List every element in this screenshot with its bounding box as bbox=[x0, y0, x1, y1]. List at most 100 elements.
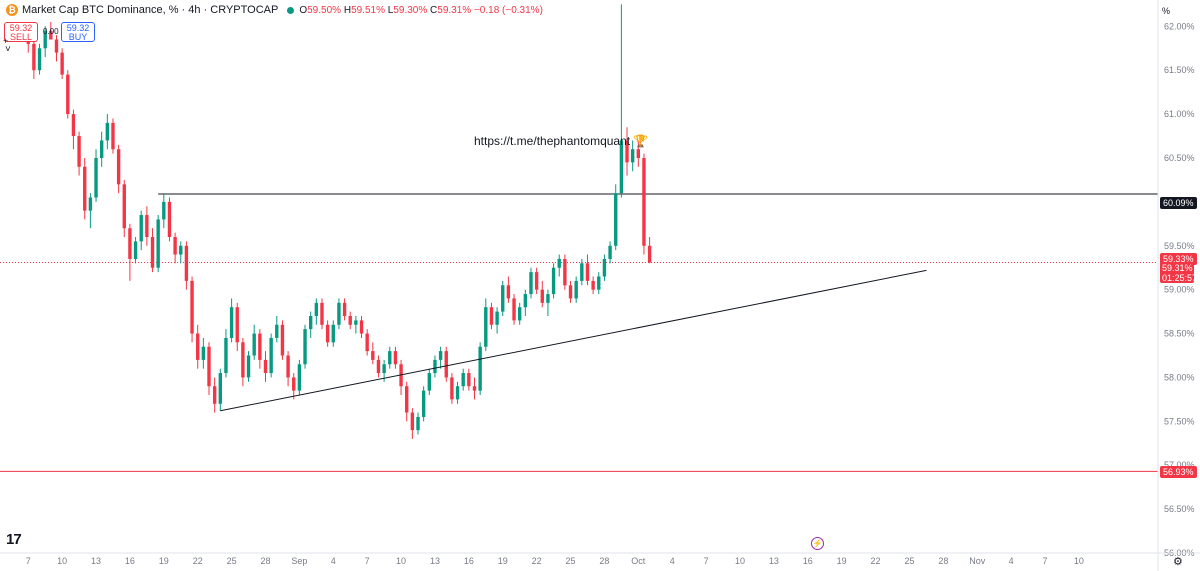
candle-body bbox=[625, 140, 629, 163]
chevron-down-icon[interactable]: ˅ bbox=[5, 44, 11, 55]
y-tick-label: 56.50% bbox=[1164, 504, 1195, 514]
x-tick-label: Sep bbox=[291, 556, 307, 566]
ohlc-values: O59.50% H59.51% L59.30% C59.31% −0.18 (−… bbox=[299, 5, 543, 16]
bitcoin-icon: ₿ bbox=[6, 4, 18, 16]
candle-body bbox=[71, 114, 76, 137]
candle-body bbox=[376, 359, 381, 374]
candle-body bbox=[597, 276, 601, 290]
candle-body bbox=[342, 302, 347, 316]
close-value: 59.31% bbox=[437, 4, 472, 16]
x-tick-label: 19 bbox=[159, 556, 169, 566]
tradingview-logo-icon[interactable]: 17 bbox=[6, 531, 22, 548]
x-tick-label: 7 bbox=[26, 556, 31, 566]
candle-body bbox=[614, 193, 618, 246]
candle-body bbox=[77, 136, 81, 167]
candle-body bbox=[207, 346, 211, 387]
candle-body bbox=[167, 201, 172, 237]
plus-icon[interactable]: + bbox=[3, 36, 9, 46]
y-tick-label: 58.50% bbox=[1164, 329, 1195, 339]
symbol-title[interactable]: Market Cap BTC Dominance, % · 4h · CRYPT… bbox=[22, 4, 279, 16]
candle-body bbox=[501, 285, 505, 312]
x-tick-label: 25 bbox=[904, 556, 914, 566]
x-tick-label: 4 bbox=[331, 556, 336, 566]
candle-body bbox=[303, 329, 307, 365]
x-tick-label: Oct bbox=[631, 556, 646, 566]
ascending-trend-line bbox=[220, 269, 927, 412]
candle-body bbox=[60, 52, 64, 75]
candle-body bbox=[212, 386, 217, 404]
y-tick-label: 61.00% bbox=[1164, 109, 1195, 119]
candle-body bbox=[506, 285, 511, 299]
candle-body bbox=[275, 324, 279, 338]
support-price-label: 56.93% bbox=[1160, 466, 1197, 478]
settings-icon[interactable]: ⚙ bbox=[1173, 556, 1183, 568]
candle-body bbox=[574, 280, 578, 299]
x-tick-label: 10 bbox=[735, 556, 745, 566]
candle-body bbox=[642, 158, 646, 246]
candle-body bbox=[116, 149, 121, 185]
candle-body bbox=[156, 219, 160, 268]
candle-body bbox=[54, 39, 59, 53]
candle-body bbox=[444, 351, 448, 378]
candle-body bbox=[608, 245, 612, 259]
candle-body bbox=[382, 364, 386, 374]
candle-body bbox=[523, 294, 528, 308]
candle-body bbox=[88, 197, 93, 211]
axis-unit-label[interactable]: % bbox=[1162, 6, 1171, 16]
candle-body bbox=[433, 359, 437, 374]
candle-body bbox=[489, 307, 494, 325]
low-value: 59.30% bbox=[393, 4, 428, 16]
buy-price: 59.32 bbox=[66, 23, 90, 33]
chart-annotation-text[interactable]: https://t.me/thephantomquant 🏆 bbox=[474, 134, 649, 148]
candle-body bbox=[122, 184, 126, 229]
candle-body bbox=[292, 377, 296, 391]
candle-body bbox=[405, 386, 409, 413]
high-value: 59.51% bbox=[351, 4, 385, 16]
x-tick-label: 10 bbox=[1074, 556, 1084, 566]
market-status-dot-icon bbox=[287, 6, 295, 14]
x-tick-label: 22 bbox=[532, 556, 542, 566]
candle-body bbox=[286, 355, 290, 378]
candle-body bbox=[568, 285, 573, 299]
candle-body bbox=[410, 412, 415, 431]
x-tick-label: 22 bbox=[193, 556, 203, 566]
candle-body bbox=[529, 272, 533, 295]
buy-button[interactable]: 59.32 BUY bbox=[61, 22, 95, 42]
y-tick-label: 60.50% bbox=[1164, 153, 1195, 163]
lightning-icon[interactable]: ⚡ bbox=[811, 537, 824, 550]
price-axis[interactable]: 62.00%61.50%61.00%60.50%60.00%59.50%59.0… bbox=[1157, 0, 1195, 571]
sell-button[interactable]: 59.32 SELL bbox=[4, 22, 38, 42]
candle-body bbox=[619, 140, 624, 194]
trend-line-group[interactable] bbox=[220, 269, 927, 412]
x-tick-label: 13 bbox=[430, 556, 440, 566]
time-axis[interactable]: 7 10 13 16 19 22 25 28 Sep 4 7 10 13 16 19 22 25 28 Oct 4 7 1… bbox=[0, 552, 1200, 566]
candle-body bbox=[258, 333, 262, 360]
x-tick-label: 19 bbox=[498, 556, 508, 566]
candle-body bbox=[325, 324, 330, 343]
candle-body bbox=[111, 122, 115, 150]
x-tick-label: 19 bbox=[837, 556, 847, 566]
candle-body bbox=[563, 258, 567, 286]
candle-body bbox=[184, 245, 189, 281]
candle-body bbox=[37, 48, 42, 71]
candle-body bbox=[421, 390, 426, 417]
candle-body bbox=[551, 267, 556, 295]
candle-body bbox=[320, 302, 324, 325]
candle-body bbox=[591, 280, 595, 290]
change-value: −0.18 (−0.31%) bbox=[473, 4, 543, 16]
candle-body bbox=[66, 74, 70, 115]
candle-body bbox=[280, 324, 285, 356]
x-tick-label: 16 bbox=[464, 556, 474, 566]
y-tick-label: 62.00% bbox=[1164, 21, 1195, 31]
spread-value: 0.00 bbox=[43, 27, 59, 36]
candle-body bbox=[540, 289, 544, 303]
candle-body bbox=[241, 342, 245, 378]
candle-body bbox=[630, 149, 635, 163]
candle-body bbox=[83, 166, 87, 211]
candle-body bbox=[308, 316, 313, 330]
sell-price: 59.32 bbox=[9, 23, 33, 33]
candle-body bbox=[246, 355, 251, 378]
y-tick-label: 61.50% bbox=[1164, 65, 1195, 75]
candle-body bbox=[416, 416, 420, 431]
